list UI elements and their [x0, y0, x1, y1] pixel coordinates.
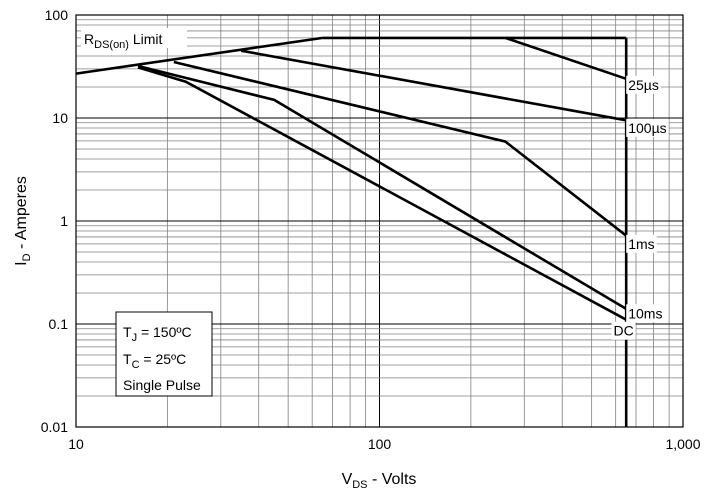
series-label: 1ms — [628, 236, 654, 252]
conditions-box — [115, 311, 213, 397]
series-label: 25µs — [628, 77, 659, 93]
pulse-condition: Single Pulse — [123, 377, 201, 393]
boundary-rds-on-limit — [75, 36, 323, 75]
grid — [76, 15, 683, 427]
series-line-2 — [173, 60, 627, 237]
y-tick-label: 10 — [52, 110, 68, 126]
y-tick-label: 100 — [45, 7, 69, 23]
series-label-bg — [626, 75, 661, 94]
plot-frame — [75, 14, 684, 428]
series-label-bg — [626, 304, 665, 323]
series-group — [75, 36, 628, 427]
y-tick-label: 1 — [60, 213, 68, 229]
rds-label-bg — [81, 28, 187, 48]
x-tick-label: 10 — [68, 436, 84, 452]
y-axis-title: ID - Amperes — [13, 176, 33, 266]
tc-condition: TC = 25ºC — [123, 351, 186, 371]
x-tick-label: 100 — [368, 436, 392, 452]
series-line-0 — [504, 36, 627, 81]
y-tick-label: 0.01 — [41, 419, 68, 435]
y-tick-label: 0.1 — [49, 316, 69, 332]
rds-on-limit-label: RDS(on) Limit — [84, 31, 163, 51]
series-label-bg — [626, 234, 657, 253]
series-line-1 — [240, 49, 627, 122]
series-label-bg — [611, 321, 636, 340]
annotations: 25µs 100µs 1ms 10ms DC — [611, 75, 669, 340]
series-label: 100µs — [628, 120, 666, 136]
series-line-3 — [137, 64, 627, 311]
tj-condition: TJ = 150ºC — [123, 324, 192, 344]
series-label: 10ms — [628, 305, 662, 321]
series-label-bg — [626, 118, 669, 137]
x-tick-label: 1,000 — [665, 436, 700, 452]
tick-labels: 10 100 1,000 0.01 0.1 1 10 100 — [41, 7, 701, 452]
series-line-4 — [137, 66, 627, 321]
x-axis-title: VDS - Volts — [342, 471, 417, 491]
series-label: DC — [613, 323, 633, 339]
